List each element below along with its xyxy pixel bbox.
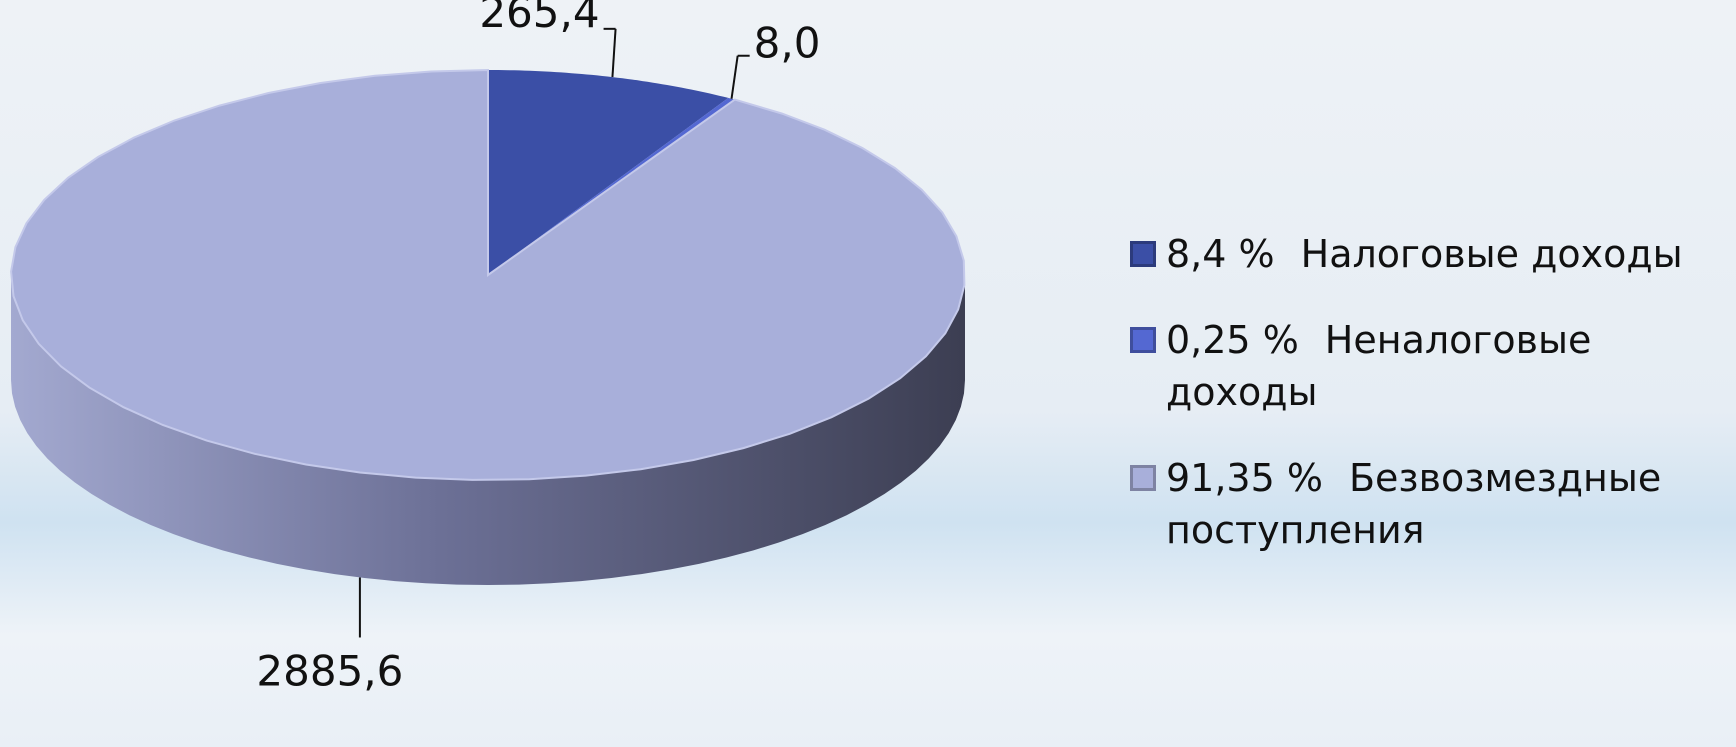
legend-label: Неналоговые доходы [1166, 318, 1592, 414]
data-label: 8,0 [754, 19, 821, 68]
legend-swatch [1130, 327, 1156, 353]
data-label: 265,4 [479, 0, 599, 37]
legend-label: Налоговые доходы [1300, 232, 1683, 276]
legend-swatch [1130, 465, 1156, 491]
legend-text: 91,35 % Безвозмездные поступления [1166, 452, 1730, 556]
legend-percent: 91,35 % [1166, 456, 1323, 500]
data-label: 2885,6 [256, 646, 403, 695]
legend-text: 8,4 % Налоговые доходы [1166, 228, 1683, 280]
legend-percent: 0,25 % [1166, 318, 1299, 362]
pie-side [11, 275, 965, 585]
legend-item: 91,35 % Безвозмездные поступления [1130, 452, 1730, 556]
legend-text: 0,25 % Неналоговые доходы [1166, 314, 1730, 418]
legend-swatch [1130, 241, 1156, 267]
legend-label: Безвозмездные поступления [1166, 456, 1662, 552]
legend-item: 0,25 % Неналоговые доходы [1130, 314, 1730, 418]
pie-slice [488, 70, 729, 275]
legend-percent: 8,4 % [1166, 232, 1275, 276]
pie-slice [10, 68, 966, 481]
leader-line [730, 55, 739, 99]
legend-item: 8,4 % Налоговые доходы [1130, 228, 1730, 280]
leader-line [611, 28, 617, 78]
legend: 8,4 % Налоговые доходы 0,25 % Неналоговые д… [1130, 228, 1730, 590]
